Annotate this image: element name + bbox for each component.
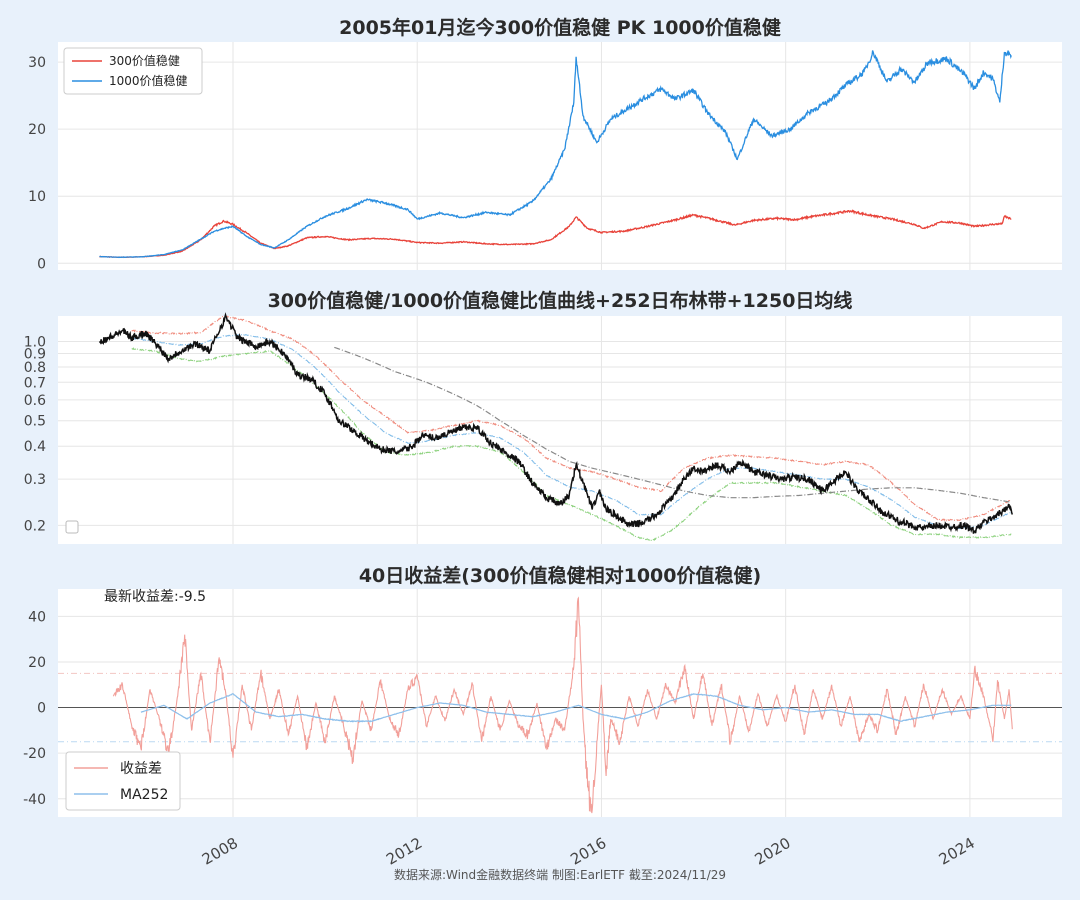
- panel3-ytick-40: 40: [28, 609, 46, 625]
- panel2-title: 300价值稳健/1000价值稳健比值曲线+252日布林带+1250日均线: [268, 289, 853, 312]
- panel-ratio-chart: 300价值稳健/1000价值稳健比值曲线+252日布林带+1250日均线 0.2…: [24, 289, 1062, 544]
- panel2-empty-legend: [65, 520, 79, 534]
- panel1-grid: [58, 42, 1062, 270]
- series-line-upper-band: [131, 315, 1012, 522]
- legend-label-ma252: MA252: [120, 787, 168, 803]
- series-line-diff: [112, 596, 1013, 814]
- panel1-legend: 300价值稳健 1000价值稳健: [63, 47, 203, 95]
- latest-diff-value: -9.5: [179, 589, 206, 605]
- panel2-ytick-0.7: 0.7: [24, 375, 46, 391]
- panel1-ytick-0: 0: [37, 256, 46, 272]
- panel2-ytick-0.9: 0.9: [24, 347, 46, 363]
- series-line-ma252: [140, 693, 1012, 723]
- panel1-ytick-10: 10: [28, 189, 46, 205]
- latest-diff-label: 最新收益差:: [104, 589, 179, 605]
- panel3-legend: 收益差 MA252: [65, 751, 181, 811]
- panel1-legend-box: [63, 47, 203, 95]
- panel3-ytick--20: -20: [23, 746, 46, 762]
- panel2-ytick-0.3: 0.3: [24, 472, 46, 488]
- latest-diff-annotation: 最新收益差:-9.5: [104, 589, 206, 605]
- panel2-ytick-0.5: 0.5: [24, 414, 46, 430]
- panel1-series: [99, 49, 1012, 259]
- series-line-ma1250: [334, 346, 1012, 503]
- panel3-legend-box: [65, 751, 181, 811]
- series-line-ratio: [98, 312, 1014, 534]
- panel3-series: [58, 596, 1062, 814]
- panel3-y-ticks: -40 -20 0 20 40: [23, 609, 46, 807]
- panel-price-chart: 2005年01月迄今300价值稳健 PK 1000价值稳健 0 10 20 30 30…: [28, 16, 1062, 272]
- panel3-ytick-20: 20: [28, 655, 46, 671]
- series-line-300: [99, 209, 1012, 259]
- panel3-plot-area: [58, 589, 1062, 817]
- panel1-y-ticks: 0 10 20 30: [28, 55, 46, 272]
- panel1-ytick-30: 30: [28, 55, 46, 71]
- panel1-ytick-20: 20: [28, 122, 46, 138]
- legend-label-300: 300价值稳健: [109, 53, 180, 68]
- panel1-plot-area: [58, 42, 1062, 270]
- panel3-title: 40日收益差(300价值稳健相对1000价值稳健): [359, 564, 761, 587]
- panel3-ytick-0: 0: [37, 701, 46, 717]
- footer-source: 数据来源:Wind金融数据终端 制图:EarlETF 截至:2024/11/29: [394, 867, 726, 882]
- series-line-lower-band: [131, 347, 1012, 542]
- panel2-y-ticks: 0.2 0.3 0.4 0.5 0.6 0.70.80.91.0: [24, 335, 46, 535]
- panel2-ytick-0.4: 0.4: [24, 439, 46, 455]
- panel2-grid: [58, 316, 1062, 544]
- panel1-title: 2005年01月迄今300价值稳健 PK 1000价值稳健: [339, 16, 781, 39]
- legend-label-diff: 收益差: [120, 761, 162, 777]
- panel-return-diff-chart: 40日收益差(300价值稳健相对1000价值稳健) -40 -20 0 20 40 最新…: [23, 564, 1062, 817]
- panel2-ytick-0.6: 0.6: [24, 393, 46, 409]
- series-line-1000: [99, 49, 1012, 259]
- panel2-ytick-0.8: 0.8: [24, 360, 46, 376]
- panel2-series: [98, 312, 1014, 542]
- panel3-ytick--40: -40: [23, 792, 46, 808]
- legend-label-1000: 1000价值稳健: [109, 73, 188, 88]
- panel2-ytick-0.2: 0.2: [24, 518, 46, 534]
- panel2-ytick-1.0: 1.0: [24, 335, 46, 351]
